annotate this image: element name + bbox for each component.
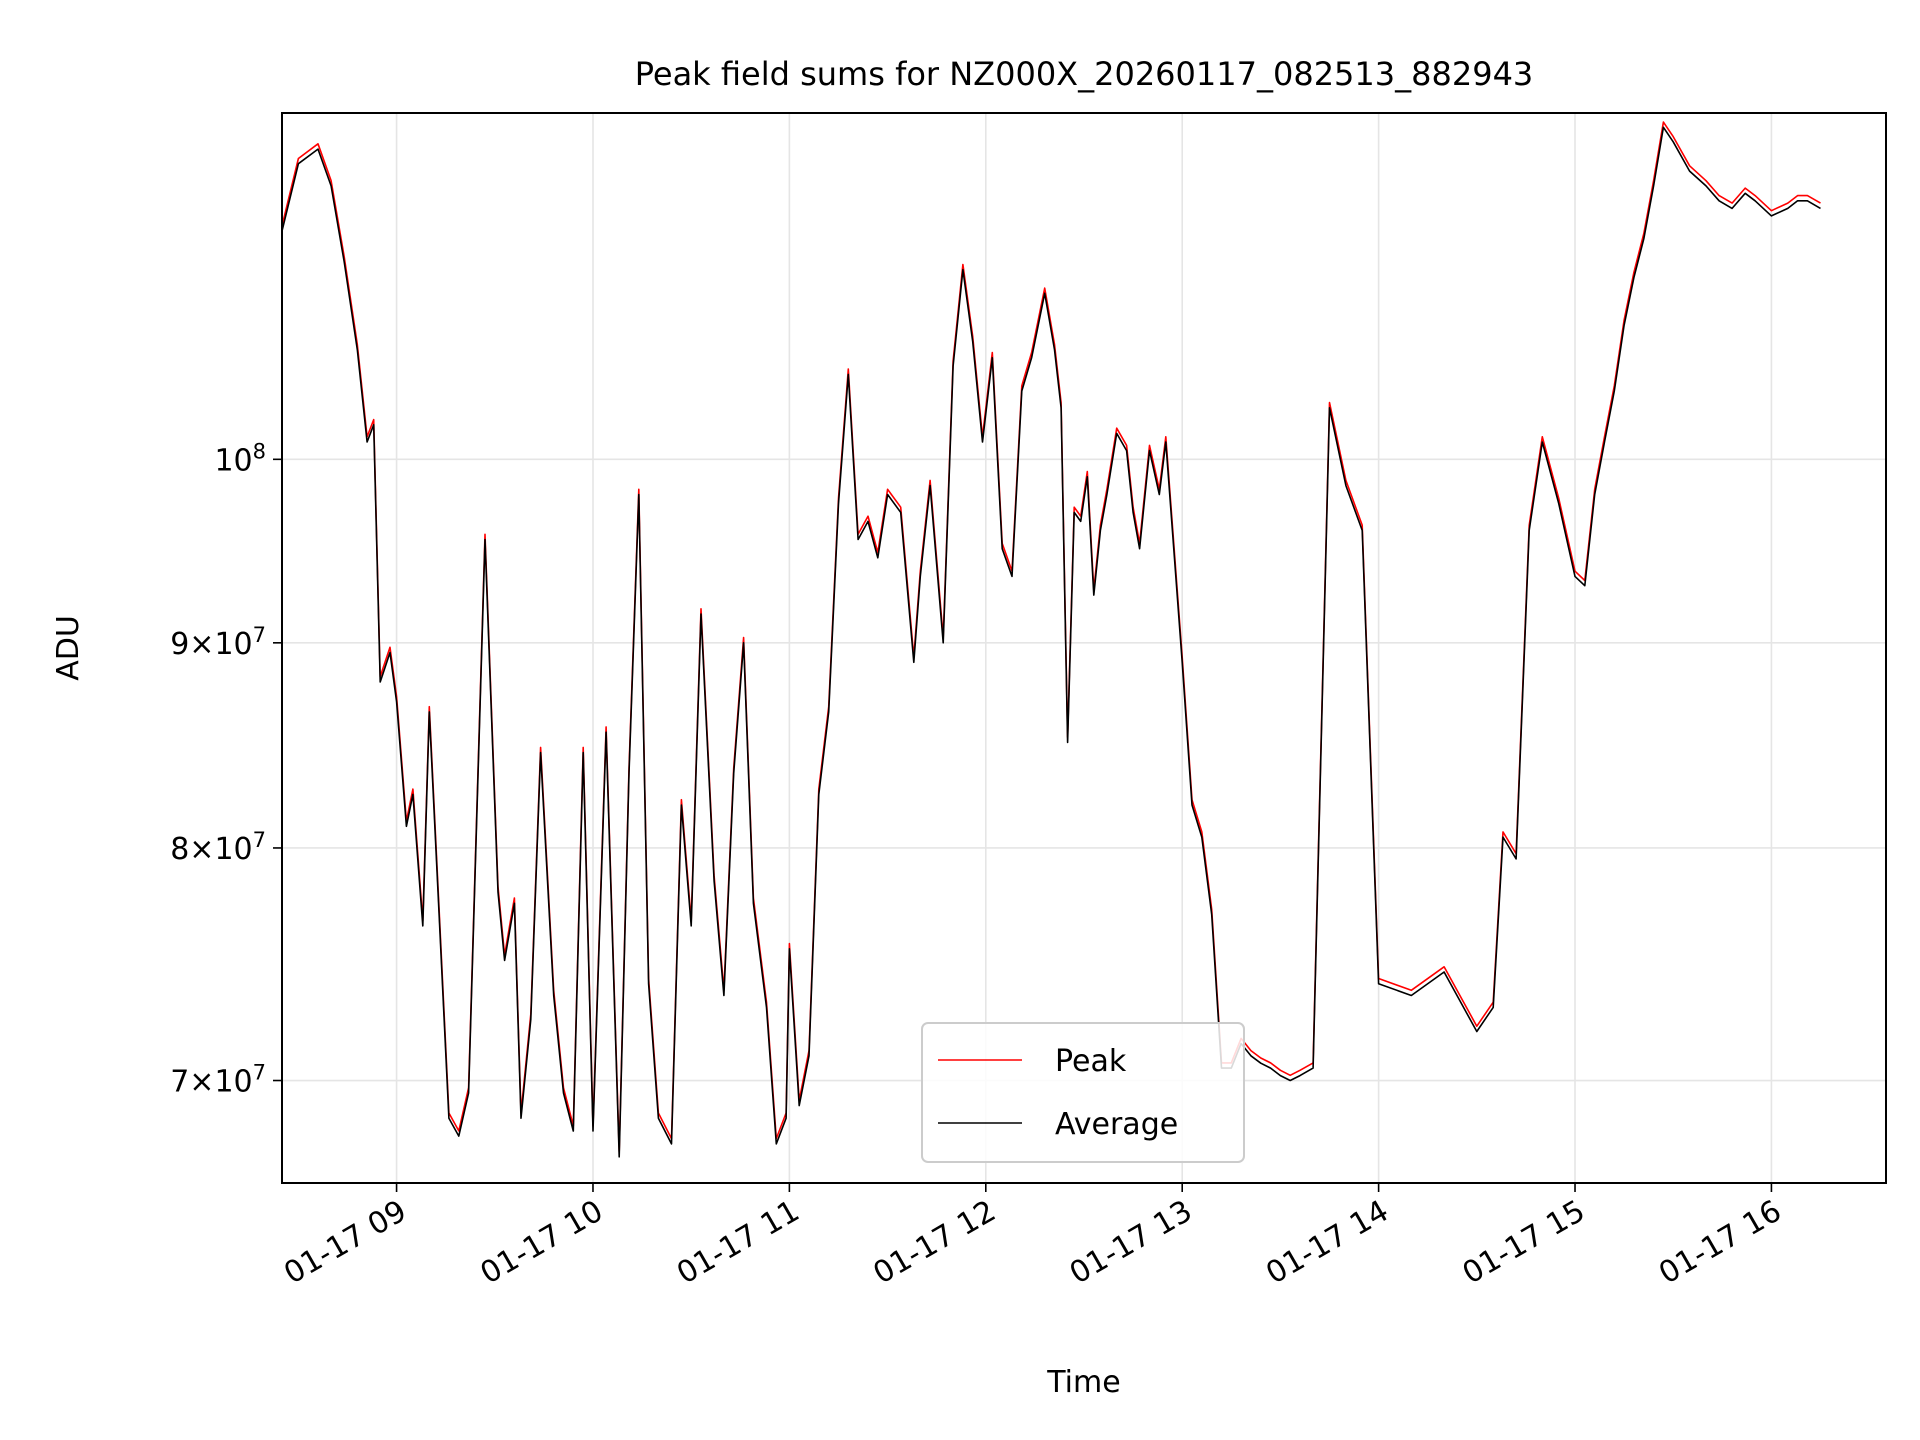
y-tick-label: 7×107 bbox=[170, 1061, 266, 1100]
series-line-average bbox=[281, 126, 1821, 1158]
legend-box bbox=[921, 1022, 1245, 1163]
series-layer bbox=[281, 121, 1821, 1158]
grid bbox=[282, 113, 1886, 1183]
legend-peak-label: Peak bbox=[1055, 1044, 1127, 1079]
chart-title: Peak field sums for NZ000X_20260117_0825… bbox=[635, 55, 1534, 93]
x-axis-label: Time bbox=[1046, 1365, 1120, 1400]
legend: Peak Average bbox=[921, 1022, 1245, 1163]
y-tick-label: 9×107 bbox=[170, 623, 266, 662]
legend-average-label: Average bbox=[1055, 1107, 1178, 1142]
y-tick-label: 8×107 bbox=[170, 828, 266, 867]
y-axis-label: ADU bbox=[51, 615, 86, 681]
plot-frame bbox=[281, 112, 1887, 1184]
